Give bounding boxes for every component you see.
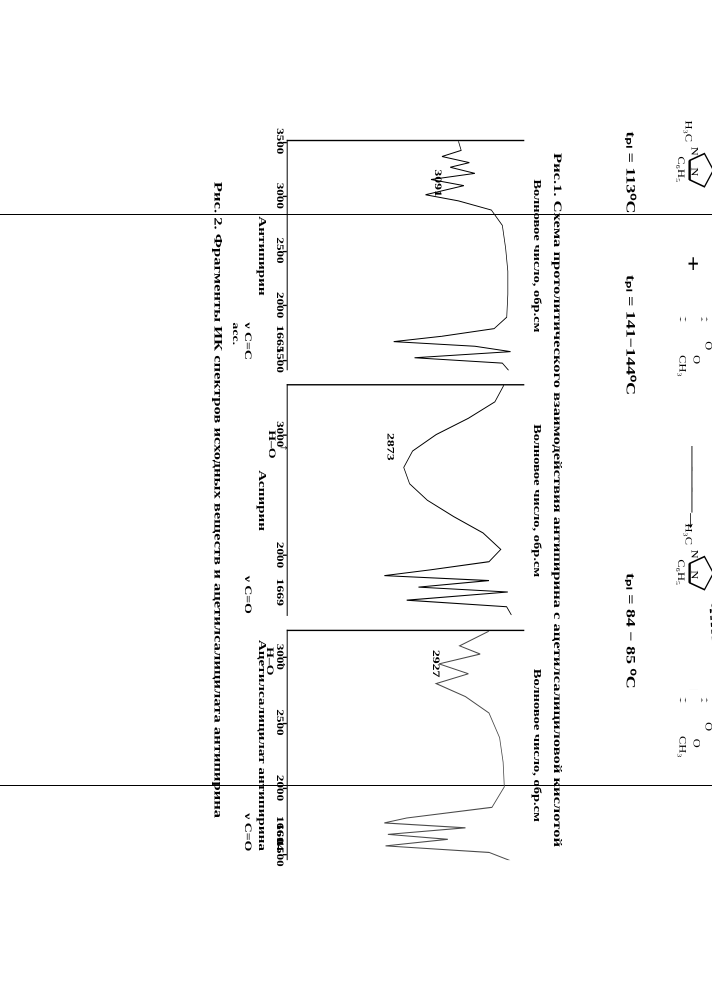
- label-ch3: CH₃: [678, 355, 688, 377]
- label-o3: O: [692, 355, 702, 364]
- reaction-arrow: ———→: [683, 446, 704, 529]
- melting-product: tₚₗ = 84 − 85 ⁰C: [622, 573, 638, 689]
- plus-sign: +: [681, 256, 704, 272]
- reactant-antipyrine: H₃C H₃C N N C₆H₅ O: [683, 151, 712, 190]
- spectrum-annotation: ν C=O: [242, 576, 253, 614]
- peak-label: 2873: [385, 433, 396, 461]
- label-n2p: N: [690, 570, 700, 579]
- label-po3: O: [703, 722, 712, 731]
- peak-label: 3091: [432, 169, 443, 197]
- annotation-arrow-icon: ↑: [278, 444, 290, 452]
- reaction-scheme: H₃C H₃C N N C₆H₅ O tₚₗ = 113⁰C + HO O O …: [573, 140, 712, 860]
- figure1-caption: Рис.1. Схема протолитического взаимодейс…: [550, 140, 565, 860]
- product-left: H₃C H₃C N N C₆H₅ O H: [683, 554, 712, 593]
- spectrum-curve: [383, 386, 524, 616]
- axis-label: Волновое число, обр.см: [531, 179, 542, 332]
- label-n1: N: [690, 147, 700, 156]
- label-n2: N: [690, 167, 700, 176]
- label-po4: O: [692, 739, 702, 748]
- xtick: 2500: [274, 237, 284, 263]
- spectra-row: Волновое число, обр.см350030002500200015…: [287, 140, 525, 860]
- xtick: 2000: [274, 292, 284, 318]
- spectrum-panel-2: Волновое число, обр.см300025002000150029…: [287, 629, 525, 860]
- axis-label: Волновое число, обр.см: [531, 424, 542, 577]
- spectrum-annotation: асс.: [230, 322, 241, 345]
- xtick: 3500: [274, 128, 284, 154]
- xtick: 2500: [274, 709, 284, 735]
- label-pch3: CH₃: [678, 736, 688, 758]
- label-n1p: N: [690, 550, 700, 559]
- peak-label: 1604: [274, 823, 285, 851]
- spectrum-annotation: ν C=O: [242, 813, 253, 851]
- peak-label: 1665: [274, 325, 285, 353]
- label-o2: O: [703, 341, 712, 350]
- peak-label: 2927: [431, 650, 442, 678]
- spectrum-name: Аспирин: [256, 470, 268, 531]
- label-c6h5: C₆H₅: [676, 156, 686, 182]
- label-ch3n: H₃C: [684, 121, 694, 143]
- spectrum-annotation: ν C=C: [242, 322, 253, 359]
- peak-label: 1669: [274, 578, 285, 606]
- annotation-arrow-icon: ↑: [276, 661, 288, 669]
- spectrum-curve: [393, 141, 525, 371]
- spectrum-panel-0: Волновое число, обр.см350030002500200015…: [287, 140, 525, 371]
- melting-antipyrine: tₚₗ = 113⁰C: [622, 132, 638, 214]
- figure2-caption: Рис. 2. Фрагменты ИК спектров исходных в…: [210, 140, 225, 860]
- spectrum-name: Ацетилсалицилат антипирина: [256, 640, 268, 851]
- label-c6h5p: C₆H₅: [676, 559, 686, 585]
- product-right: O O O O CH₃: [675, 681, 708, 720]
- spectrum-name: Антипирин: [256, 216, 268, 295]
- xtick: 3000: [274, 183, 284, 209]
- hydrogen-bond: [702, 609, 712, 675]
- axis-label: Волновое число, обр.см: [531, 669, 542, 822]
- label-ch3np: H₃C: [684, 523, 694, 545]
- spectrum-annotation: H–O: [266, 430, 277, 458]
- xtick: 2000: [274, 542, 284, 568]
- xtick: 2000: [274, 775, 284, 801]
- spectrum-curve: [383, 631, 524, 861]
- melting-aspirin: tₚₗ = 141−144⁰C: [622, 275, 638, 395]
- spectrum-panel-1: Волновое число, обр.см3000200028731669H–…: [287, 385, 525, 616]
- reactant-aspirin: HO O O O CH₃: [675, 300, 708, 339]
